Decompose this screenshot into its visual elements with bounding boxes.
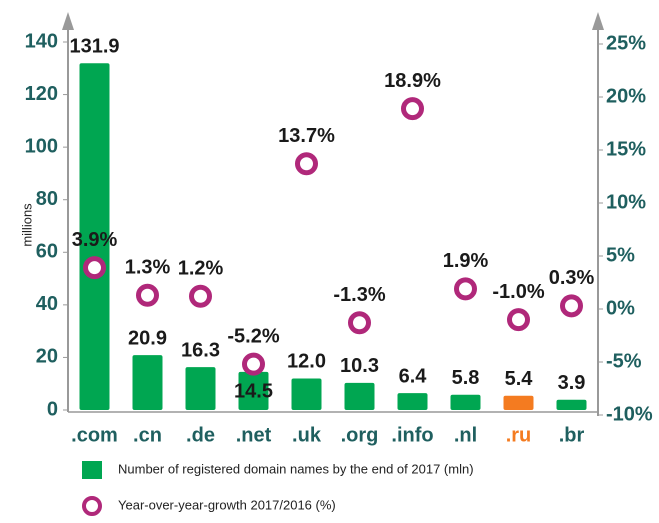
growth-marker xyxy=(189,284,212,308)
y2-axis-arrow xyxy=(592,12,604,30)
growth-marker xyxy=(454,277,477,301)
y2-tick-label: -10% xyxy=(606,403,653,425)
growth-value-label: 0.3% xyxy=(549,267,595,289)
y-tick-label: 60 xyxy=(36,241,58,263)
y2-tick-label: 15% xyxy=(606,138,646,160)
y-tick-label: 100 xyxy=(25,135,58,157)
legend-label: Number of registered domain names by the… xyxy=(118,461,474,476)
bar-value-label: 131.9 xyxy=(69,36,119,58)
y-axis-label: millions xyxy=(19,203,34,247)
bar xyxy=(79,63,110,410)
x-tick-label: .org xyxy=(341,424,379,446)
bar-value-label: 14.5 xyxy=(234,380,273,402)
bar-value-label: 16.3 xyxy=(181,339,220,361)
growth-marker xyxy=(348,311,371,335)
growth-value-label: -1.3% xyxy=(333,284,385,306)
y-tick-label: 80 xyxy=(36,188,58,210)
x-tick-label: .uk xyxy=(292,424,322,446)
y2-tick-label: 20% xyxy=(606,85,646,107)
growth-marker xyxy=(83,256,106,280)
bar xyxy=(450,394,481,410)
growth-value-label: 1.2% xyxy=(178,258,224,280)
bar xyxy=(238,371,269,410)
growth-marker xyxy=(507,308,530,332)
bar xyxy=(397,393,428,410)
x-tick-label: .de xyxy=(186,424,215,446)
y-tick-label: 140 xyxy=(25,30,58,52)
x-tick-label: .ru xyxy=(506,424,532,446)
growth-value-label: 1.3% xyxy=(125,257,171,279)
y-tick-label: 40 xyxy=(36,293,58,315)
y2-tick-label: 10% xyxy=(606,191,646,213)
bar-value-label: 5.4 xyxy=(505,368,534,390)
x-tick-label: .br xyxy=(559,424,585,446)
y-axis-arrow xyxy=(62,12,74,30)
legend-label: Year-over-year-growth 2017/2016 (%) xyxy=(118,497,336,512)
bar xyxy=(556,399,587,410)
growth-value-label: 18.9% xyxy=(384,70,441,92)
bar xyxy=(291,378,322,410)
bar xyxy=(503,395,534,410)
x-tick-label: .com xyxy=(71,424,118,446)
y2-tick-label: 0% xyxy=(606,297,635,319)
bar-value-label: 10.3 xyxy=(340,355,379,377)
bar-value-label: 5.8 xyxy=(452,367,480,389)
bar xyxy=(344,382,375,410)
legend-swatch xyxy=(82,496,102,516)
growth-value-label: 1.9% xyxy=(443,250,489,272)
x-tick-label: .info xyxy=(391,424,433,446)
growth-marker xyxy=(242,352,265,376)
growth-marker xyxy=(295,152,318,176)
bar-value-label: 12.0 xyxy=(287,351,326,373)
y2-tick-label: 5% xyxy=(606,244,635,266)
bar xyxy=(132,355,163,410)
x-tick-label: .net xyxy=(236,424,272,446)
y-tick-label: 0 xyxy=(47,398,58,420)
growth-value-label: 3.9% xyxy=(72,229,118,251)
x-tick-label: .nl xyxy=(454,424,477,446)
bar-value-label: 3.9 xyxy=(558,372,586,394)
y2-tick-label: 25% xyxy=(606,32,646,54)
bar xyxy=(185,367,216,410)
y-tick-label: 20 xyxy=(36,346,58,368)
bar-value-label: 20.9 xyxy=(128,327,167,349)
growth-value-label: -1.0% xyxy=(492,281,544,303)
legend-swatch xyxy=(82,461,102,479)
growth-value-label: -5.2% xyxy=(227,325,279,347)
bar-value-label: 6.4 xyxy=(399,365,428,387)
y-tick-label: 120 xyxy=(25,83,58,105)
growth-marker xyxy=(401,97,424,121)
growth-marker xyxy=(136,283,159,307)
growth-marker xyxy=(560,294,583,318)
growth-value-label: 13.7% xyxy=(278,125,335,147)
x-tick-label: .cn xyxy=(133,424,162,446)
y2-tick-label: -5% xyxy=(606,350,642,372)
